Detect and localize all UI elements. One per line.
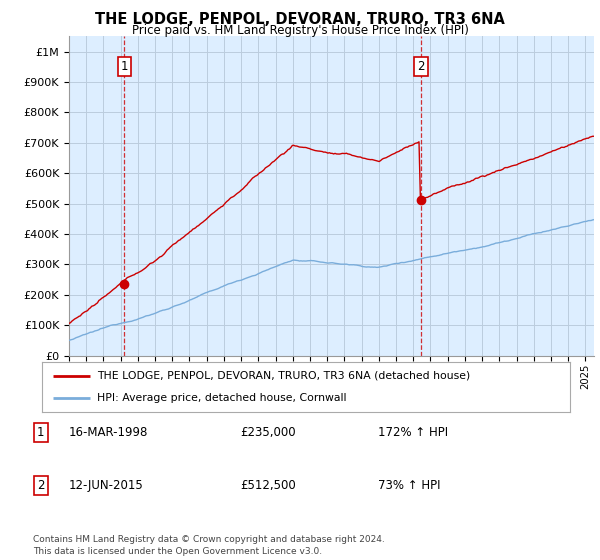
Text: THE LODGE, PENPOL, DEVORAN, TRURO, TR3 6NA (detached house): THE LODGE, PENPOL, DEVORAN, TRURO, TR3 6… [97,371,470,381]
Text: 73% ↑ HPI: 73% ↑ HPI [378,479,440,492]
Text: 2: 2 [37,479,44,492]
Text: Contains HM Land Registry data © Crown copyright and database right 2024.
This d: Contains HM Land Registry data © Crown c… [33,535,385,556]
Text: 172% ↑ HPI: 172% ↑ HPI [378,426,448,439]
Text: £235,000: £235,000 [240,426,296,439]
Text: 12-JUN-2015: 12-JUN-2015 [69,479,144,492]
Text: 16-MAR-1998: 16-MAR-1998 [69,426,148,439]
Text: 1: 1 [121,60,128,73]
Text: THE LODGE, PENPOL, DEVORAN, TRURO, TR3 6NA: THE LODGE, PENPOL, DEVORAN, TRURO, TR3 6… [95,12,505,27]
Text: Price paid vs. HM Land Registry's House Price Index (HPI): Price paid vs. HM Land Registry's House … [131,24,469,37]
Text: 2: 2 [417,60,425,73]
Text: HPI: Average price, detached house, Cornwall: HPI: Average price, detached house, Corn… [97,393,347,403]
Text: 1: 1 [37,426,44,439]
Text: £512,500: £512,500 [240,479,296,492]
